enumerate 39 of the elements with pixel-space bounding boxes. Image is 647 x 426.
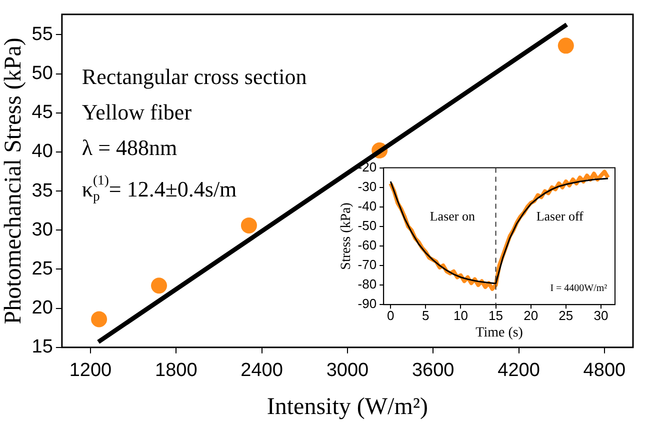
y-tick-label: 35: [32, 180, 53, 202]
y-tick-label: 30: [32, 219, 53, 240]
annotation: Yellow fiber: [82, 100, 192, 125]
annotation: Laser on: [430, 208, 476, 224]
annotation: I = 4400W/m²: [550, 282, 608, 294]
x-tick-label: 10: [453, 308, 468, 323]
x-tick-label: 4800: [583, 360, 626, 382]
y-tick-label: 50: [32, 63, 53, 84]
y-tick-label: 45: [32, 102, 53, 124]
annotation: Rectangular cross section: [82, 64, 307, 90]
x-tick-label: 4200: [498, 360, 540, 382]
y-tick-label: -60: [358, 238, 377, 253]
x-tick-label: 3600: [412, 360, 454, 382]
x-tick-label: 30: [594, 308, 608, 323]
y-axis-title: Photomechancial Stress (kPa): [0, 38, 27, 324]
x-tick-label: 2400: [240, 360, 283, 382]
x-axis-title: Intensity (W/m²): [266, 394, 428, 420]
y-tick-label: 40: [32, 141, 53, 162]
x-tick-label: 20: [524, 308, 538, 323]
x-tick-label: 5: [422, 308, 430, 323]
y-tick-label: -40: [358, 198, 377, 214]
annotation: λ = 488nm: [82, 135, 178, 160]
x-axis-title: Time (s): [476, 325, 524, 340]
y-tick-label: 25: [32, 258, 53, 280]
y-tick-label: 15: [32, 336, 53, 358]
y-axis-title: Stress (kPa): [339, 202, 354, 270]
y-tick-label: -80: [358, 276, 377, 292]
x-tick-label: 15: [488, 308, 504, 323]
x-tick-label: 3000: [326, 360, 369, 382]
y-tick-label: -50: [358, 218, 377, 234]
y-tick-label: -30: [358, 178, 377, 194]
annotation: Laser off: [536, 208, 584, 224]
y-tick-label: -90: [358, 296, 377, 312]
x-tick-label: 1800: [155, 360, 198, 382]
x-tick-label: 0: [386, 308, 394, 323]
y-tick-label: 55: [32, 24, 53, 45]
y-tick-label: -70: [358, 257, 377, 272]
x-tick-label: 25: [558, 308, 574, 323]
x-tick-label: 1200: [69, 360, 112, 382]
